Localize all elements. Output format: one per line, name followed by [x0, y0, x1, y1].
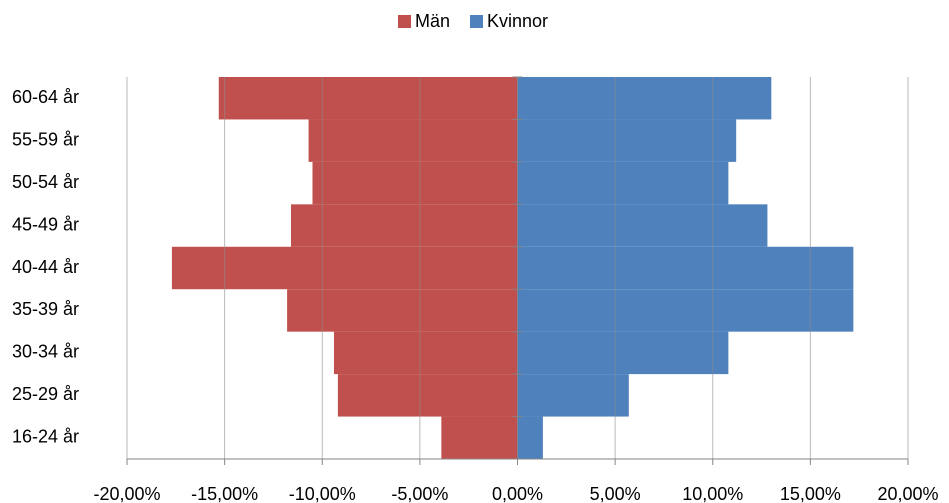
y-tick-label: 40-44 år: [12, 257, 79, 277]
bar: [517, 289, 854, 332]
y-tick-label: 45-49 år: [12, 214, 79, 234]
legend-swatch: [470, 15, 484, 28]
bar: [291, 204, 518, 247]
x-tick-label: -20,00%: [93, 484, 160, 503]
bar: [337, 374, 518, 417]
bar: [517, 161, 729, 205]
bar: [287, 289, 518, 332]
y-tick-label: 60-64 år: [12, 87, 79, 107]
bar: [171, 246, 518, 290]
bar: [441, 416, 518, 459]
x-tick-label: -5,00%: [391, 484, 448, 503]
x-tick-label: 10,00%: [682, 484, 743, 503]
x-tick-label: 20,00%: [877, 484, 938, 503]
bar: [517, 374, 629, 417]
legend-label: Kvinnor: [487, 11, 548, 31]
bar: [333, 331, 518, 375]
bar: [517, 119, 737, 162]
legend-label: Män: [415, 11, 450, 31]
x-tick-label: 0,00%: [492, 484, 543, 503]
y-tick-label: 30-34 år: [12, 342, 79, 362]
x-tick-label: 15,00%: [780, 484, 841, 503]
y-tick-label: 25-29 år: [12, 384, 79, 404]
bar: [218, 77, 518, 120]
x-tick-label: -15,00%: [191, 484, 258, 503]
bar: [517, 77, 772, 120]
legend-swatch: [398, 15, 411, 28]
y-tick-label: 16-24 år: [12, 427, 79, 447]
y-tick-label: 55-59 år: [12, 129, 79, 149]
x-tick-label: 5,00%: [590, 484, 641, 503]
y-tick-label: 35-39 år: [12, 299, 79, 319]
bar: [312, 161, 518, 205]
bar: [517, 246, 854, 290]
y-tick-label: 50-54 år: [12, 172, 79, 192]
x-tick-label: -10,00%: [289, 484, 356, 503]
bar: [517, 416, 543, 459]
bar: [308, 119, 518, 162]
bar: [517, 204, 768, 247]
bar: [517, 331, 729, 375]
